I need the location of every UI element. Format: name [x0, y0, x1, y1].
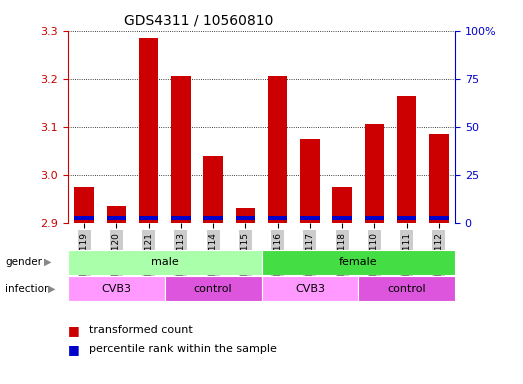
FancyBboxPatch shape — [262, 250, 455, 275]
Bar — [203, 156, 223, 223]
FancyBboxPatch shape — [68, 250, 262, 275]
FancyBboxPatch shape — [68, 276, 165, 301]
Bar — [268, 76, 287, 223]
Bar — [300, 139, 320, 223]
Bar — [74, 187, 94, 223]
Text: GDS4311 / 10560810: GDS4311 / 10560810 — [124, 13, 274, 27]
Bar — [139, 217, 158, 220]
Text: ▶: ▶ — [48, 284, 55, 294]
Bar — [107, 217, 126, 220]
Text: gender: gender — [5, 257, 42, 267]
Bar — [74, 217, 94, 220]
Bar — [429, 134, 449, 223]
Bar — [333, 187, 352, 223]
Bar — [139, 38, 158, 223]
Text: female: female — [339, 257, 378, 267]
Bar — [203, 217, 223, 220]
FancyBboxPatch shape — [165, 276, 262, 301]
Bar — [300, 217, 320, 220]
Text: ■: ■ — [68, 343, 79, 356]
FancyBboxPatch shape — [262, 276, 358, 301]
FancyBboxPatch shape — [358, 276, 455, 301]
Bar — [397, 217, 416, 220]
Bar — [333, 217, 352, 220]
Text: transformed count: transformed count — [89, 325, 192, 335]
Bar — [429, 217, 449, 220]
Text: control: control — [388, 284, 426, 294]
Text: CVB3: CVB3 — [101, 284, 131, 294]
Text: control: control — [194, 284, 232, 294]
Text: ■: ■ — [68, 324, 79, 337]
Bar — [107, 206, 126, 223]
Text: male: male — [151, 257, 179, 267]
Bar — [236, 217, 255, 220]
Bar — [171, 76, 190, 223]
Text: percentile rank within the sample: percentile rank within the sample — [89, 344, 277, 354]
Bar — [365, 217, 384, 220]
Bar — [365, 124, 384, 223]
Text: ▶: ▶ — [44, 257, 52, 267]
Bar — [397, 96, 416, 223]
Text: CVB3: CVB3 — [295, 284, 325, 294]
Bar — [268, 217, 287, 220]
Text: infection: infection — [5, 284, 51, 294]
Bar — [171, 217, 190, 220]
Bar — [236, 208, 255, 223]
